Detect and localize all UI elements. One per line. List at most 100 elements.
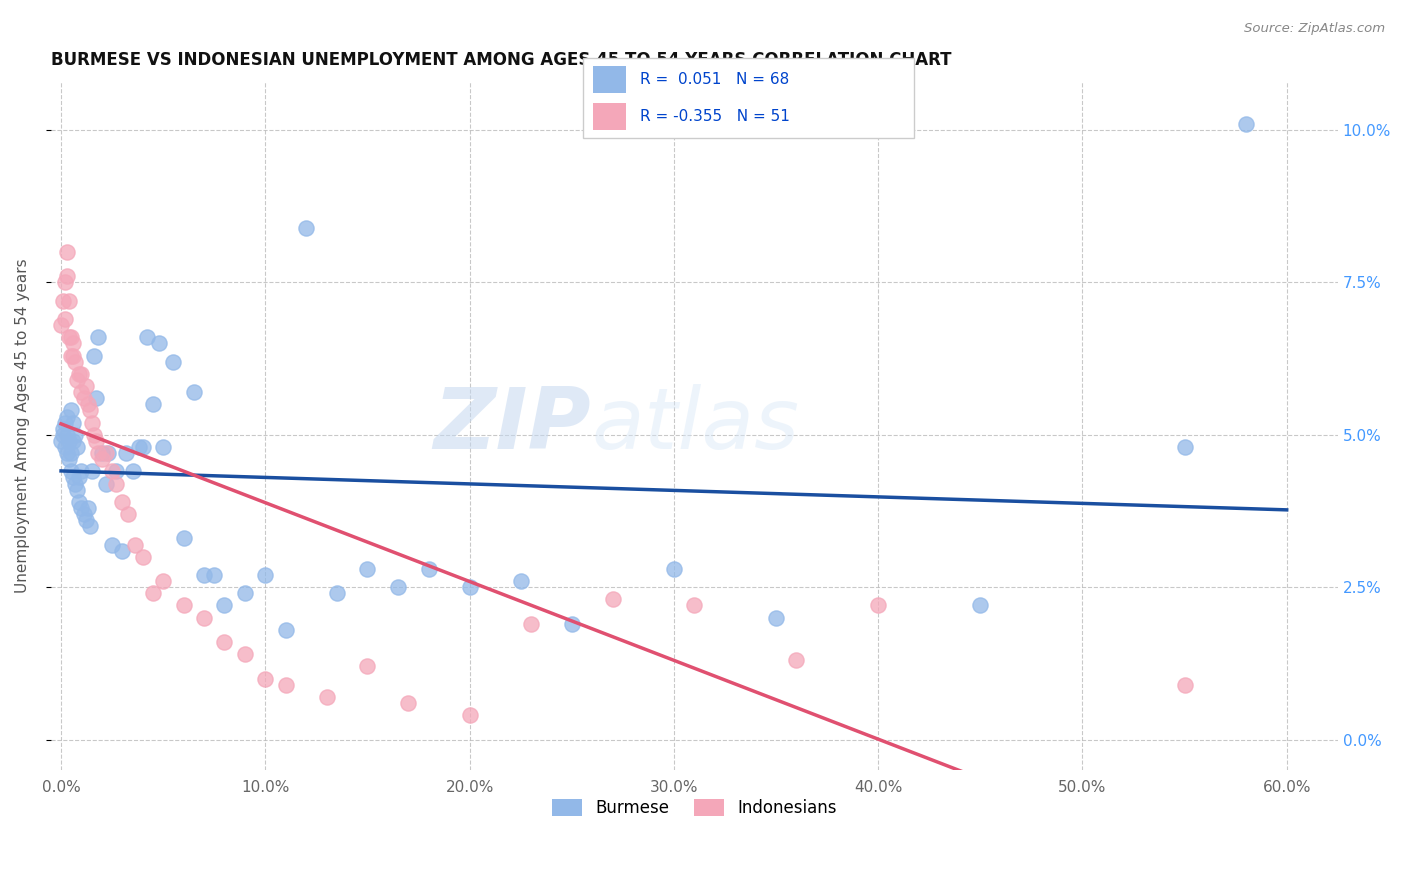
Point [115,446,138,460]
Point [121,464,143,478]
Point [183,385,205,400]
Point [67,367,90,381]
Legend: Burmese, Indonesians: Burmese, Indonesians [546,792,844,823]
Point [105,476,128,491]
Point [76,397,98,411]
Point [356,562,378,576]
Point [142,397,165,411]
Point [72,507,94,521]
Point [315,690,337,704]
Point [142,586,165,600]
Point [66,440,89,454]
Point [67,470,90,484]
Point [52,293,75,308]
Point [111,495,134,509]
FancyBboxPatch shape [583,58,914,138]
Point [274,678,297,692]
Point [105,464,128,478]
Point [117,507,139,521]
Point [90,446,112,460]
Point [295,220,318,235]
Point [254,568,277,582]
Point [97,446,120,460]
Point [62,434,84,448]
Text: R =  0.051   N = 68: R = 0.051 N = 68 [640,72,789,87]
Point [58,452,80,467]
Point [58,330,80,344]
Point [274,623,297,637]
Point [101,537,124,551]
Point [868,599,890,613]
Point [87,446,110,460]
Point [202,568,225,582]
Point [148,336,170,351]
Point [152,574,174,588]
Point [662,562,685,576]
Point [49,318,72,332]
Point [76,500,98,515]
Point [53,276,76,290]
Point [58,293,80,308]
Point [83,427,105,442]
Point [132,440,155,454]
Point [458,708,481,723]
Point [60,446,83,460]
Point [60,330,83,344]
Point [70,500,93,515]
Point [80,464,103,478]
Point [173,532,195,546]
Text: atlas: atlas [592,384,800,467]
Point [65,354,87,368]
Point [53,416,76,430]
Point [193,610,215,624]
Point [162,354,184,368]
Point [356,659,378,673]
Text: BURMESE VS INDONESIAN UNEMPLOYMENT AMONG AGES 45 TO 54 YEARS CORRELATION CHART: BURMESE VS INDONESIAN UNEMPLOYMENT AMONG… [51,51,952,69]
Point [75,513,97,527]
Point [387,580,409,594]
Point [233,647,256,661]
Point [326,586,349,600]
Point [75,379,97,393]
Point [65,476,87,491]
Point [62,336,84,351]
Point [396,696,419,710]
Point [56,427,79,442]
Point [56,446,79,460]
Point [83,349,105,363]
Text: ZIP: ZIP [433,384,592,467]
Point [111,543,134,558]
Point [70,367,93,381]
Point [1174,678,1197,692]
Point [62,470,84,484]
Point [124,537,146,551]
Point [683,599,706,613]
Point [90,452,112,467]
Y-axis label: Unemployment Among Ages 45 to 54 years: Unemployment Among Ages 45 to 54 years [15,259,30,593]
Point [87,330,110,344]
Point [132,549,155,564]
Point [52,427,75,442]
Point [418,562,440,576]
Point [84,434,107,448]
Point [135,330,157,344]
Point [765,610,787,624]
Point [70,464,93,478]
Point [1234,117,1257,131]
Point [520,616,543,631]
Text: R = -0.355   N = 51: R = -0.355 N = 51 [640,109,790,124]
Point [49,434,72,448]
Point [62,349,84,363]
Point [509,574,531,588]
Point [80,416,103,430]
Point [70,385,93,400]
Point [602,592,624,607]
Point [72,391,94,405]
Point [94,476,117,491]
Point [66,483,89,497]
Point [67,495,90,509]
FancyBboxPatch shape [593,66,627,94]
Point [101,464,124,478]
Point [56,244,79,259]
Point [79,403,101,417]
